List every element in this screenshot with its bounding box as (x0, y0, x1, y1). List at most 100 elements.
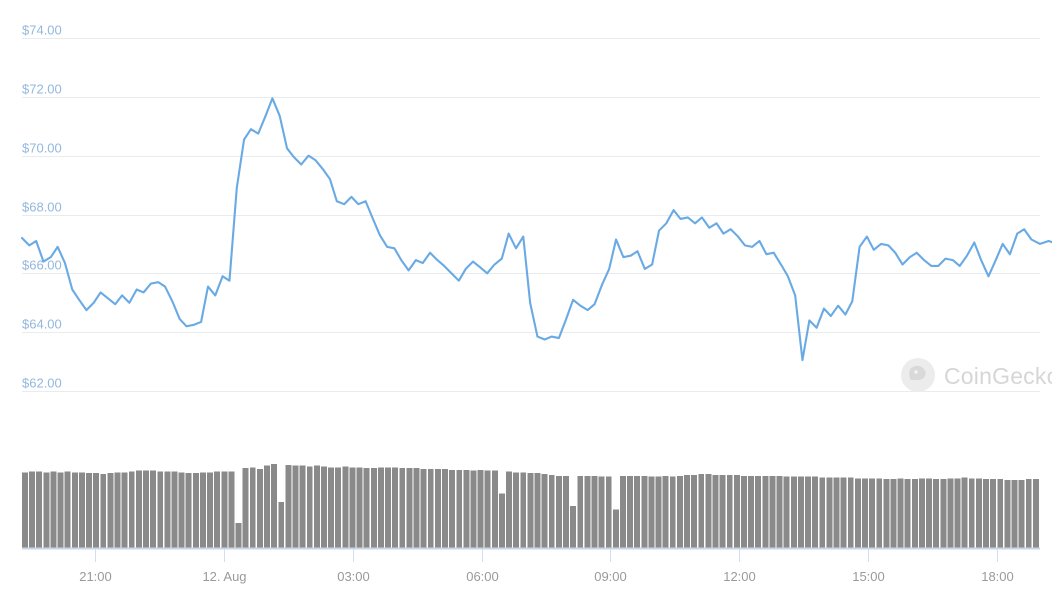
volume-bar (705, 474, 712, 548)
volume-bar (769, 475, 776, 548)
volume-bar (278, 501, 285, 548)
volume-bar (691, 474, 698, 548)
volume-bar (890, 479, 897, 548)
volume-bar (29, 471, 36, 548)
volume-bar (854, 478, 861, 548)
volume-bar (121, 472, 128, 548)
volume-bar (71, 472, 78, 548)
volume-bar (826, 477, 833, 548)
volume-bar (904, 479, 911, 548)
volume-bar (242, 468, 249, 548)
x-axis-tick-label: 09:00 (594, 569, 627, 584)
volume-bar (627, 475, 634, 548)
y-axis-tick-label: $68.00 (22, 200, 62, 215)
volume-bar (676, 475, 683, 548)
volume-bar (271, 464, 278, 548)
y-axis-label-group: $62.00 $64.00 $66.00 $68.00 $70.00 $72.00 $74.… (22, 23, 62, 391)
volume-bar-group (22, 464, 1039, 548)
volume-bar (221, 471, 228, 548)
x-axis-tick-label: 21:00 (79, 569, 112, 584)
volume-bar (199, 472, 206, 548)
watermark-label: CoinGecko (944, 363, 1052, 389)
volume-bar (171, 471, 178, 548)
volume-bar (748, 475, 755, 548)
volume-bar (662, 475, 669, 548)
volume-bar (214, 471, 221, 548)
x-axis-tick-label: 18:00 (981, 569, 1014, 584)
volume-bar (484, 470, 491, 548)
volume-bar (634, 475, 641, 548)
volume-bar (527, 473, 534, 548)
volume-bar (954, 478, 961, 548)
volume-bar (918, 478, 925, 548)
volume-bar (655, 476, 662, 548)
gridline-group (22, 38, 1040, 392)
volume-bar (264, 465, 270, 548)
volume-bar (669, 476, 676, 548)
volume-bar (591, 475, 598, 548)
volume-bar (641, 475, 648, 548)
volume-bar (456, 469, 463, 548)
volume-bar (570, 506, 577, 548)
volume-bar (399, 468, 406, 548)
volume-bar (883, 479, 890, 548)
x-axis-tick-label: 12:00 (723, 569, 756, 584)
x-axis-tick-label: 15:00 (852, 569, 885, 584)
volume-bar (235, 522, 242, 548)
volume-bar (990, 479, 997, 548)
volume-bar (847, 477, 854, 548)
volume-bar (997, 479, 1004, 548)
x-axis-label-group: 21:00 12. Aug 03:00 06:00 09:00 12:00 15:00 18:… (79, 569, 1014, 584)
x-axis-tick-label: 06:00 (466, 569, 499, 584)
volume-bar (684, 474, 690, 548)
volume-bar (192, 473, 199, 548)
volume-bar (249, 467, 256, 548)
volume-bar (726, 474, 733, 548)
volume-bar (150, 470, 157, 548)
volume-bar (983, 479, 989, 548)
volume-bar (93, 473, 100, 548)
y-axis-tick-label: $74.00 (22, 23, 62, 38)
volume-bar (449, 469, 456, 548)
volume-bar (933, 479, 940, 548)
volume-bar (36, 471, 43, 548)
volume-bar (940, 479, 947, 548)
volume-bar (477, 469, 484, 548)
volume-bar (541, 474, 548, 548)
volume-bar (840, 477, 847, 548)
y-axis-tick-label: $72.00 (22, 82, 62, 97)
volume-bar (413, 468, 420, 548)
volume-bar (86, 473, 92, 548)
y-axis-tick-label: $70.00 (22, 141, 62, 156)
volume-bar (228, 471, 235, 548)
volume-bar (107, 473, 114, 548)
volume-bar (762, 475, 769, 548)
volume-bar (363, 468, 370, 548)
volume-bar (470, 470, 477, 548)
gecko-eye-icon (914, 370, 918, 374)
x-axis-tick-label: 03:00 (337, 569, 370, 584)
volume-bar (128, 471, 135, 548)
volume-bar (876, 478, 883, 548)
volume-bar (805, 476, 811, 548)
volume-bar (57, 472, 64, 548)
price-line-group (20, 97, 1052, 362)
volume-bar (420, 469, 427, 548)
volume-bar (349, 467, 356, 548)
volume-bar (1032, 479, 1039, 548)
volume-bar (299, 465, 306, 548)
volume-bar (513, 472, 520, 548)
volume-bar (755, 475, 762, 548)
volume-bar (185, 473, 192, 548)
volume-bar (947, 478, 954, 548)
volume-bar (605, 476, 612, 548)
volume-bar (733, 474, 740, 548)
volume-bar (157, 471, 164, 548)
volume-bar (385, 467, 391, 548)
volume-bar (577, 475, 584, 548)
volume-bar (292, 465, 299, 548)
y-axis-tick-label: $62.00 (22, 376, 62, 391)
volume-bar (135, 470, 142, 548)
volume-bar (43, 472, 50, 548)
